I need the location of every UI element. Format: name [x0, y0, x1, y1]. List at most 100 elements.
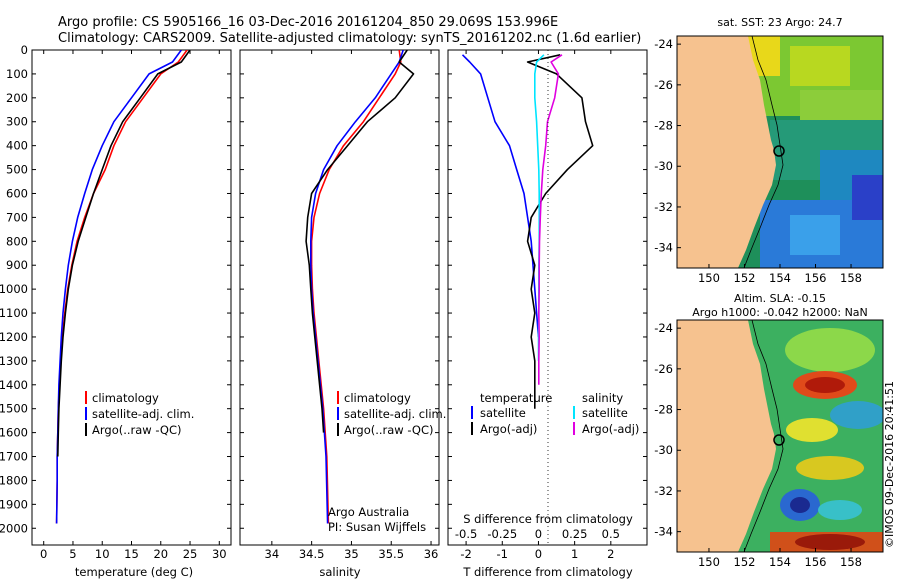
x-tick-label: 5 — [69, 547, 76, 561]
sst-cold-east — [852, 175, 883, 220]
depth-tick-label: 1300 — [0, 354, 28, 368]
depth-tick-label: 1700 — [0, 450, 28, 464]
x-tick-label: 15 — [124, 547, 139, 561]
depth-tick-label: 100 — [6, 67, 28, 81]
s-tick-label: -0.5 — [455, 527, 477, 541]
series-line-temperature-satellite — [461, 54, 540, 338]
lon-tick-label: 154 — [769, 555, 791, 569]
t-difference-axis-label: T difference from climatology — [462, 565, 633, 579]
sst-cool-eddy — [790, 215, 840, 255]
depth-tick-label: 1500 — [0, 402, 28, 416]
sla-cyan — [818, 500, 862, 520]
x-tick-label: 34 — [265, 547, 280, 561]
s-tick-label: 0.5 — [602, 527, 620, 541]
difference-plot-frame — [447, 49, 648, 546]
sst-australia-land — [677, 36, 776, 268]
lat-tick-label: -30 — [654, 443, 673, 457]
x-tick-label: -1 — [497, 547, 508, 561]
legend-label-s-satellite: satellite — [582, 406, 628, 420]
depth-axis-ticks: 0 100 200 300 400 500 600 700 800 900 1000 1100 1200… — [0, 43, 647, 535]
lat-tick-label: -34 — [654, 241, 673, 255]
lat-tick-label: -28 — [654, 403, 673, 417]
sla-mid-yellow — [786, 418, 838, 442]
legend-label-s-argo: Argo(-adj) — [582, 422, 639, 436]
temperature-legend: climatology satellite-adj. clim. Argo(..… — [85, 391, 194, 437]
x-tick-label: 30 — [212, 547, 227, 561]
legend-label-climatology: climatology — [344, 391, 411, 405]
depth-tick-label: 600 — [6, 186, 28, 200]
x-tick-label: 36 — [424, 547, 439, 561]
difference-axis-ticks: -2 -1 0 1 2 -0.5 -0.25 0 0.25 0.5 — [455, 50, 620, 561]
s-tick-label: 0.25 — [562, 527, 588, 541]
lon-tick-label: 150 — [698, 271, 720, 285]
temperature-axis-ticks: 0 5 10 15 20 25 30 — [40, 50, 227, 561]
legend-label-climatology: climatology — [92, 391, 159, 405]
depth-tick-label: 1100 — [0, 306, 28, 320]
x-tick-label: 0 — [535, 547, 542, 561]
depth-tick-label: 1400 — [0, 378, 28, 392]
legend-label-argo: Argo(..raw -QC) — [92, 423, 182, 437]
sst-warm-patch — [790, 46, 850, 86]
figure-title-line1: Argo profile: CS 5905166_16 03-Dec-2016 … — [58, 15, 558, 30]
sla-high-south-core — [795, 534, 865, 550]
x-tick-label: 25 — [183, 547, 198, 561]
x-tick-label: 35.5 — [378, 547, 404, 561]
legend-label-satellite: satellite-adj. clim. — [344, 407, 446, 421]
difference-legend: temperature satellite Argo(-adj) salinit… — [471, 391, 639, 436]
lon-tick-label: 158 — [840, 555, 862, 569]
sla-low-east — [830, 401, 883, 429]
depth-tick-label: 500 — [6, 163, 28, 177]
depth-tick-label: 0 — [21, 43, 28, 57]
legend-label-t-argo: Argo(-adj) — [480, 422, 537, 436]
pi-note: PI: Susan Wijffels — [328, 520, 426, 534]
salinity-legend: climatology satellite-adj. clim. Argo(..… — [328, 391, 446, 534]
difference-series-group — [461, 54, 594, 409]
sla-shelf-contour — [743, 320, 784, 552]
x-tick-label: 35 — [344, 547, 359, 561]
sla-map-title-line2: Argo h1000: -0.042 h2000: NaN — [692, 306, 868, 319]
sst-map — [677, 36, 883, 268]
depth-tick-label: 1800 — [0, 473, 28, 487]
sla-profile-marker — [773, 434, 785, 446]
sst-patch-2 — [800, 90, 883, 120]
legend-label-argo: Argo(..raw -QC) — [344, 423, 434, 437]
lat-tick-label: -30 — [654, 159, 673, 173]
x-tick-label: 1 — [571, 547, 578, 561]
lon-tick-label: 156 — [805, 271, 827, 285]
lat-tick-label: -32 — [654, 200, 673, 214]
lat-tick-label: -26 — [654, 78, 673, 92]
sst-map-ticks: 150 152 154 156 158 -24 -26 -28 -30 -32 -34 — [654, 37, 862, 285]
salinity-series-group — [305, 50, 415, 524]
lon-tick-label: 152 — [734, 271, 756, 285]
imos-timestamp: ©IMOS 09-Dec-2016 20:41:51 — [883, 381, 896, 548]
lat-tick-label: -24 — [654, 37, 673, 51]
series-line-argo-raw-qc- — [305, 50, 415, 433]
depth-tick-label: 1200 — [0, 330, 28, 344]
temperature-series-group — [55, 50, 191, 524]
sla-pos-north — [785, 328, 875, 372]
s-difference-axis-label: S difference from climatology — [463, 512, 633, 526]
depth-tick-label: 1600 — [0, 426, 28, 440]
legend-header-temperature: temperature — [480, 391, 552, 405]
salinity-axis-ticks: 34 34.5 35 35.5 36 — [265, 50, 439, 561]
depth-tick-label: 900 — [6, 258, 28, 272]
lat-tick-label: -24 — [654, 321, 673, 335]
sst-profile-marker — [773, 145, 785, 157]
depth-tick-label: 300 — [6, 115, 28, 129]
figure-title-line2: Climatology: CARS2009. Satellite-adjuste… — [58, 31, 641, 46]
s-tick-label: 0 — [535, 527, 542, 541]
series-line-argo-raw-qc- — [57, 50, 191, 457]
s-tick-label: -0.25 — [487, 527, 517, 541]
lat-tick-label: -34 — [654, 525, 673, 539]
depth-tick-label: 200 — [6, 91, 28, 105]
x-tick-label: 2 — [607, 547, 614, 561]
sla-low-1-core — [790, 497, 810, 513]
sla-map-ticks: 150 152 154 156 158 -24 -26 -28 -30 -32 -34 — [654, 321, 862, 569]
series-line-salinity-argo-adj- — [537, 54, 563, 385]
depth-tick-label: 700 — [6, 210, 28, 224]
x-tick-label: 0 — [40, 547, 47, 561]
depth-tick-label: 400 — [6, 139, 28, 153]
x-tick-label: 10 — [95, 547, 110, 561]
depth-tick-label: 1000 — [0, 282, 28, 296]
